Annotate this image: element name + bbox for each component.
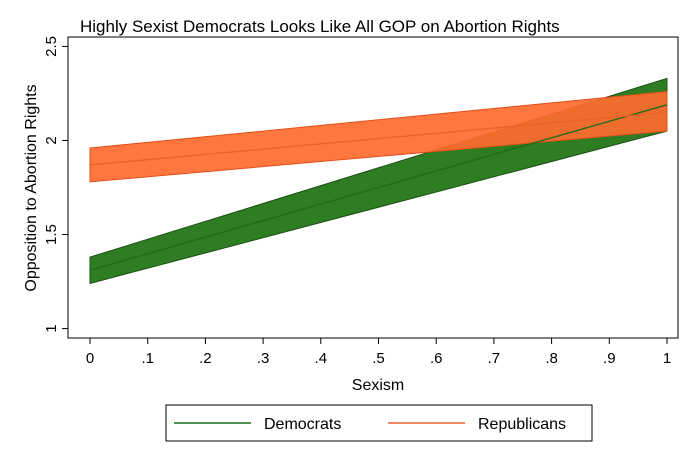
- y-axis: 1 1.5 2 2.5: [43, 36, 68, 333]
- legend-box: [165, 404, 593, 442]
- plot-frame: [67, 36, 679, 339]
- x-tick-label: .7: [488, 350, 501, 367]
- series-lines: [89, 104, 668, 271]
- democrats-fit-line: [89, 104, 668, 271]
- x-tick-label: .6: [430, 350, 443, 367]
- x-tick-label: .2: [199, 350, 212, 367]
- x-tick-label: 0: [86, 350, 94, 367]
- x-tick-label: .4: [315, 350, 328, 367]
- y-tick-label: 2.5: [43, 36, 60, 57]
- x-tick-label: .1: [141, 350, 154, 367]
- x-tick-label: .5: [372, 350, 385, 367]
- legend-label-democrats: Democrats: [264, 416, 341, 433]
- chart-title: Highly Sexist Democrats Looks Like All G…: [80, 17, 560, 36]
- republicans-ci-band: [89, 91, 668, 183]
- y-tick-label: 1: [43, 324, 60, 332]
- x-tick-label: .8: [545, 350, 558, 367]
- republicans-fit-line: [89, 111, 668, 166]
- confidence-bands: [89, 77, 668, 285]
- x-axis: 0 .1 .2 .3 .4 .5 .6 .7 .8 .9 1: [86, 338, 671, 367]
- x-axis-label: Sexism: [352, 377, 404, 394]
- y-axis-label: Opposition to Abortion Rights: [23, 84, 40, 291]
- x-tick-label: 1: [663, 350, 671, 367]
- y-tick-label: 2: [43, 136, 60, 144]
- x-tick-label: .3: [257, 350, 270, 367]
- y-tick-label: 1.5: [43, 224, 60, 245]
- legend: Democrats Republicans: [165, 404, 593, 442]
- x-tick-label: .9: [603, 350, 616, 367]
- legend-label-republicans: Republicans: [478, 416, 566, 433]
